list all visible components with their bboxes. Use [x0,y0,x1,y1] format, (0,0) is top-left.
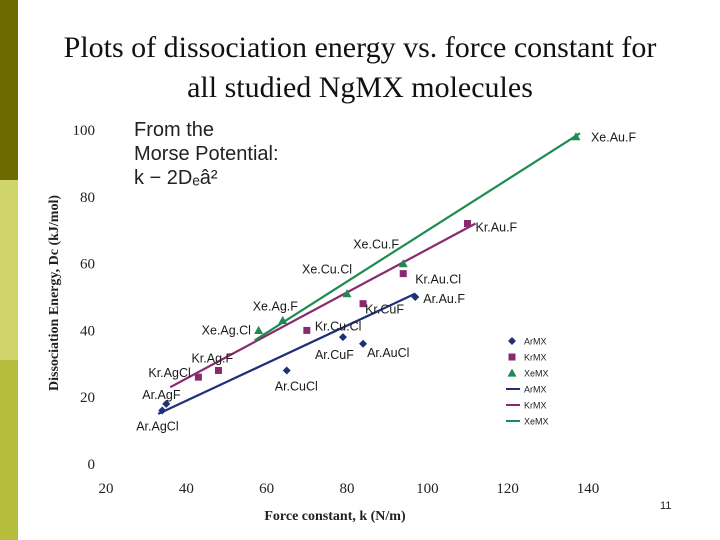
data-point-krmx [464,220,471,228]
point-label: Xe.Ag.Cl [202,323,251,337]
point-label: Ar.AgCl [136,420,178,434]
trendline-armx [157,292,416,415]
point-label: Xe.Cu.Cl [302,263,352,277]
morse-potential-note: From the Morse Potential: k − 2Dₑâ² [134,118,279,190]
x-tick-label: 100 [416,481,439,497]
data-point-xemx [254,325,264,334]
note-line-2: Morse Potential: [134,143,279,165]
x-tick-label: 140 [577,481,600,497]
y-tick-label: 40 [80,323,95,339]
point-label: Kr.CuF [365,303,404,317]
legend-label: ArMX [524,337,547,347]
data-point-xemx [342,289,352,298]
data-point-krmx [399,270,407,278]
data-point-krmx [214,366,222,374]
data-point-armx [158,406,167,415]
trendline-krmx [169,222,477,389]
point-label: Ar.AgF [142,388,181,402]
point-label: Xe.Cu.F [353,238,399,252]
legend-label: ArMX [524,385,547,395]
data-point-armx [162,399,171,408]
data-point-armx [282,366,291,375]
note-line-3: k − 2Dₑâ² [134,167,218,189]
point-label: Kr.AgCl [148,366,190,380]
x-tick-label: 60 [259,481,274,497]
y-tick-label: 80 [80,190,95,206]
legend-marker-krmx [508,353,516,361]
y-tick-label: 100 [73,123,96,139]
y-tick-label: 0 [88,457,96,473]
data-point-armx [338,333,347,342]
x-axis-title: Force constant, k (N/m) [264,509,406,524]
y-tick-label: 20 [80,390,95,406]
data-point-xemx [278,315,288,324]
point-label: Xe.Au.F [591,131,637,145]
y-axis-title: Dissociation Energy, Dc (kJ/mol) [47,195,62,391]
data-point-krmx [194,373,202,381]
point-label: Kr.Au.Cl [415,273,461,287]
point-label: Ar.Au.F [423,292,465,306]
legend-label: KrMX [524,353,547,363]
sidebar-segment-mid [0,360,18,540]
page-number: 11 [660,500,672,512]
legend-marker-xemx [507,368,517,377]
sidebar-accent [0,0,18,540]
trendline-xemx [254,132,581,342]
data-point-krmx [303,326,311,334]
slide-title-line-2: all studied NgMX molecules [187,71,533,104]
x-tick-label: 120 [496,481,519,497]
slide-title-line-1: Plots of dissociation energy vs. force c… [63,31,657,64]
legend-label: XeMX [524,369,549,379]
note-line-1: From the [134,119,215,141]
legend-label: XeMX [524,417,549,427]
legend-marker-armx [508,337,516,345]
slide-title: Plots of dissociation energy vs. force c… [20,28,700,108]
data-point-armx [359,339,368,348]
sidebar-segment-dark [0,0,18,180]
x-tick-label: 80 [340,481,355,497]
data-point-xemx [398,259,408,268]
point-label: Kr.Ag.F [191,351,233,365]
point-label: Kr.Au.F [476,221,518,235]
data-point-xemx [571,132,581,141]
point-label: Ar.AuCl [367,346,409,360]
x-tick-label: 20 [99,481,114,497]
legend-label: KrMX [524,401,547,411]
point-label: Kr.Cu.Cl [315,319,362,333]
y-tick-label: 60 [80,257,95,273]
x-tick-label: 40 [179,481,194,497]
data-point-armx [411,293,420,301]
point-label: Xe.Ag.F [253,299,299,313]
point-label: Ar.CuCl [275,379,318,393]
point-label: Ar.CuF [315,348,354,362]
sidebar-segment-light [0,180,18,360]
data-point-krmx [359,300,367,308]
